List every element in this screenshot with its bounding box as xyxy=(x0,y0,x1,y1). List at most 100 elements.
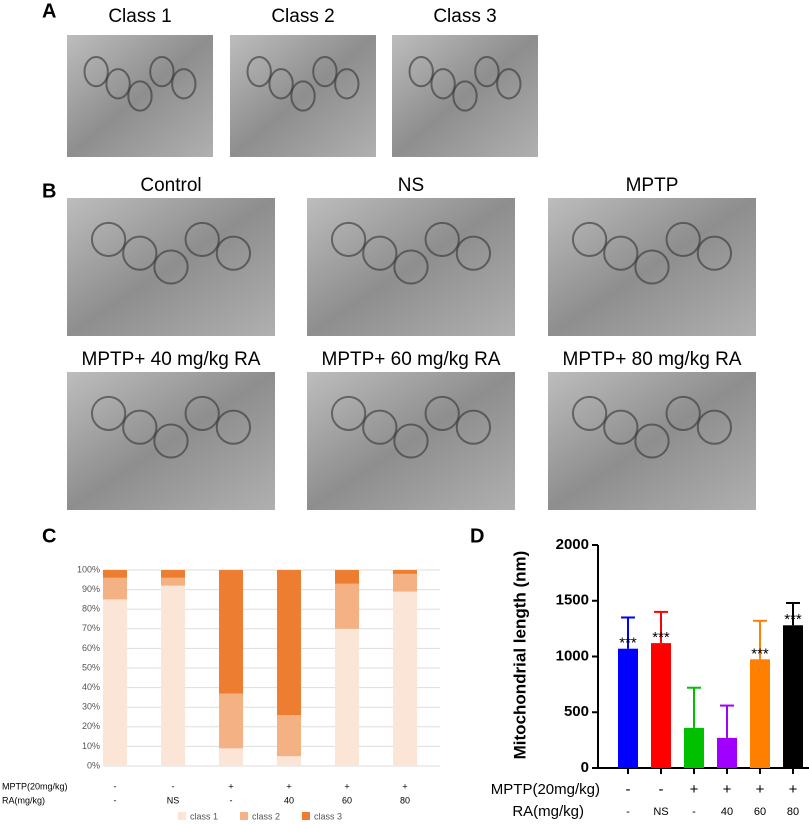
micrograph-detail xyxy=(496,68,522,100)
y-tick-label: 1000 xyxy=(556,647,589,664)
bar-segment xyxy=(335,628,359,766)
image-title: Control xyxy=(140,175,201,196)
bar xyxy=(750,659,770,768)
micrograph-detail xyxy=(474,55,500,88)
bar-segment xyxy=(277,715,301,757)
image-title: MPTP+ 40 mg/kg RA xyxy=(82,349,261,370)
row-value: - xyxy=(659,781,664,798)
micrograph-detail xyxy=(362,409,398,445)
micrograph-detail xyxy=(312,55,338,88)
legend-label: class 3 xyxy=(314,811,342,821)
row-value: + xyxy=(690,781,699,798)
micrograph-detail xyxy=(665,221,701,257)
y-tick-label: 60% xyxy=(82,643,100,653)
image-title: MPTP+ 80 mg/kg RA xyxy=(563,349,742,370)
micrograph-detail xyxy=(90,395,127,431)
image-title: Class 3 xyxy=(433,6,496,27)
y-tick-label: 50% xyxy=(82,662,100,672)
micrograph-detail xyxy=(452,80,478,112)
y-tick-label: 1500 xyxy=(556,592,589,609)
micrograph xyxy=(307,198,515,336)
panel-label: C xyxy=(42,525,56,547)
micrograph-detail xyxy=(246,55,272,88)
micrograph-detail xyxy=(696,235,733,271)
bar xyxy=(651,643,671,768)
image-title: MPTP+ 60 mg/kg RA xyxy=(322,349,501,370)
micrograph-detail xyxy=(334,68,360,100)
row-value: 40 xyxy=(721,806,733,818)
micrograph-detail xyxy=(268,68,294,100)
y-tick-label: 40% xyxy=(82,682,100,692)
micrograph-detail xyxy=(424,221,460,257)
image-title: Class 1 xyxy=(108,6,171,27)
y-tick-label: 70% xyxy=(82,623,100,633)
row-label: MPTP(20mg/kg) xyxy=(2,781,68,791)
row-value: + xyxy=(228,781,233,791)
row-value: - xyxy=(114,795,117,805)
micrograph-detail xyxy=(122,409,158,445)
micrograph-detail xyxy=(603,409,639,445)
micrograph-detail xyxy=(149,55,175,88)
bar-segment xyxy=(103,577,127,600)
bar-segment xyxy=(393,570,417,574)
bar-segment xyxy=(103,570,127,578)
y-tick-label: 80% xyxy=(82,604,100,614)
micrograph xyxy=(67,372,275,510)
y-tick-label: 0 xyxy=(581,759,589,776)
row-value: 60 xyxy=(342,795,352,805)
micrograph-detail xyxy=(424,395,460,431)
micrograph-detail xyxy=(603,235,639,271)
row-value: - xyxy=(114,781,117,791)
bar-segment xyxy=(335,570,359,584)
bar-segment xyxy=(393,591,417,766)
row-value: NS xyxy=(167,795,180,805)
row-value: + xyxy=(723,781,732,798)
micrograph-detail xyxy=(122,235,158,271)
bar xyxy=(783,625,803,768)
micrograph-detail xyxy=(634,423,670,459)
row-label: MPTP(20mg/kg) xyxy=(491,781,600,798)
micrograph-detail xyxy=(153,423,189,459)
legend-swatch xyxy=(178,812,186,820)
panel-label: B xyxy=(42,180,56,202)
row-label: RA(mg/kg) xyxy=(2,795,45,805)
micrograph-detail xyxy=(171,68,197,100)
micrograph-detail xyxy=(90,221,127,257)
significance: *** xyxy=(751,645,769,662)
image-title: NS xyxy=(398,175,424,196)
legend-swatch xyxy=(240,812,248,820)
bar-segment xyxy=(219,748,243,766)
y-tick-label: 20% xyxy=(82,721,100,731)
micrograph-detail xyxy=(408,55,434,88)
y-tick-label: 10% xyxy=(82,741,100,751)
y-tick-label: 0% xyxy=(87,760,100,770)
bar xyxy=(717,737,737,768)
legend-label: class 2 xyxy=(252,811,280,821)
micrograph-detail xyxy=(215,409,252,445)
row-value: + xyxy=(344,781,349,791)
micrograph xyxy=(67,198,275,336)
micrograph-detail xyxy=(393,249,429,285)
row-value: 60 xyxy=(754,806,766,818)
bar-segment xyxy=(219,570,243,694)
panel-label: D xyxy=(470,525,484,547)
micrograph-detail xyxy=(153,249,189,285)
y-tick-label: 90% xyxy=(82,584,100,594)
bar xyxy=(618,648,638,768)
micrograph-detail xyxy=(215,235,252,271)
micrograph xyxy=(548,198,756,336)
significance: *** xyxy=(619,635,637,652)
micrograph-detail xyxy=(290,80,316,112)
bar-segment xyxy=(277,570,301,716)
row-value: + xyxy=(286,781,291,791)
micrograph-detail xyxy=(184,395,220,431)
bar-segment xyxy=(161,570,185,578)
row-value: 40 xyxy=(284,795,294,805)
row-value: - xyxy=(626,781,631,798)
micrograph-detail xyxy=(571,221,608,257)
bar-segment xyxy=(161,577,185,586)
legend-label: class 1 xyxy=(190,811,218,821)
bar-segment xyxy=(393,573,417,592)
